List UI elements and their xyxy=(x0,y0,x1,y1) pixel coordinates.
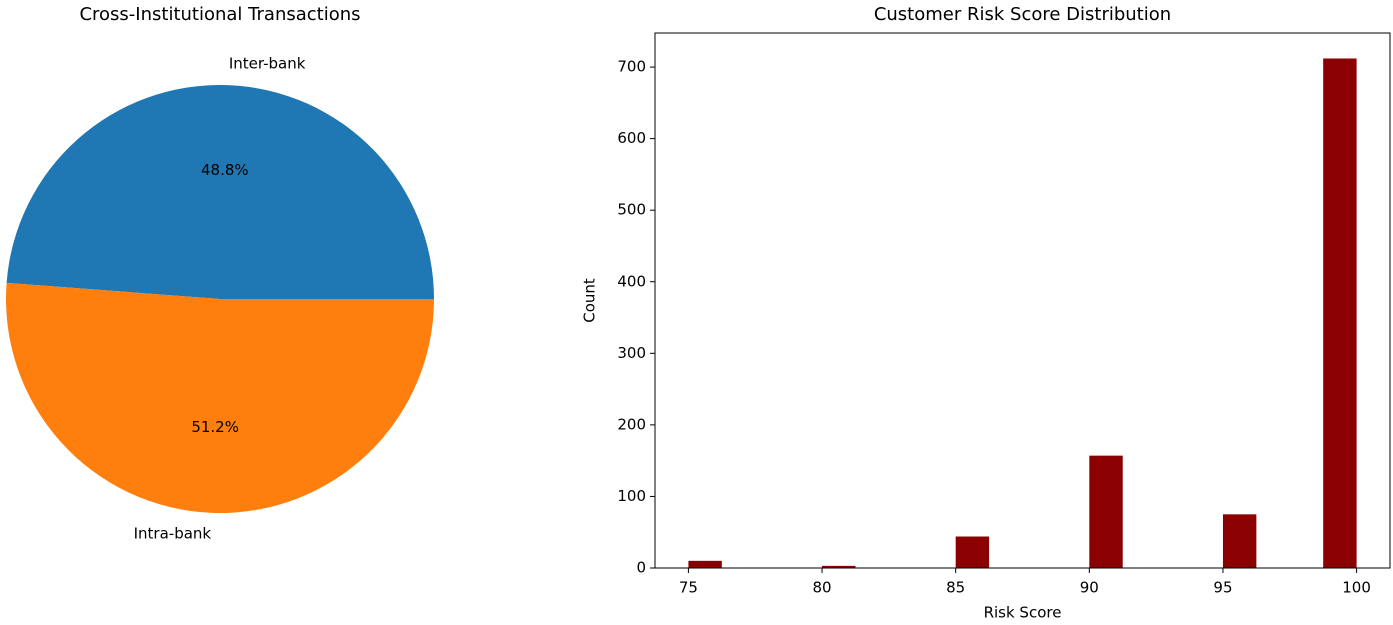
chart-title: Cross-Institutional Transactions xyxy=(79,4,360,25)
x-tick-label: 95 xyxy=(1213,579,1232,597)
bar xyxy=(1089,455,1123,568)
x-tick-label: 90 xyxy=(1080,579,1099,597)
slice-label: Inter-bank xyxy=(229,54,306,72)
y-tick-label: 700 xyxy=(617,58,646,76)
bar xyxy=(1222,514,1257,568)
y-tick-label: 200 xyxy=(617,415,646,433)
chart-title: Customer Risk Score Distribution xyxy=(874,4,1171,25)
x-tick-label: 80 xyxy=(812,579,831,597)
x-tick-label: 100 xyxy=(1342,579,1371,597)
bar xyxy=(955,536,990,568)
bar xyxy=(1323,58,1357,568)
y-tick-label: 400 xyxy=(617,272,646,290)
x-tick-label: 75 xyxy=(679,579,698,597)
value-label: 51.2% xyxy=(191,418,239,436)
value-label: 48.8% xyxy=(201,161,249,179)
pie-slice xyxy=(6,84,434,300)
y-tick-label: 300 xyxy=(617,344,646,362)
y-tick-label: 600 xyxy=(617,129,646,147)
y-tick-label: 0 xyxy=(636,559,646,577)
x-tick-label: 85 xyxy=(946,579,965,597)
y-tick-label: 100 xyxy=(617,487,646,505)
plot-frame xyxy=(654,32,1391,569)
y-tick-label: 500 xyxy=(617,201,646,219)
bar xyxy=(688,560,722,568)
x-axis-label: Risk Score xyxy=(984,604,1062,622)
slice-label: Intra-bank xyxy=(134,525,212,543)
y-axis-label: Count xyxy=(581,278,599,323)
pie-slice xyxy=(6,282,435,513)
bar xyxy=(822,565,856,568)
